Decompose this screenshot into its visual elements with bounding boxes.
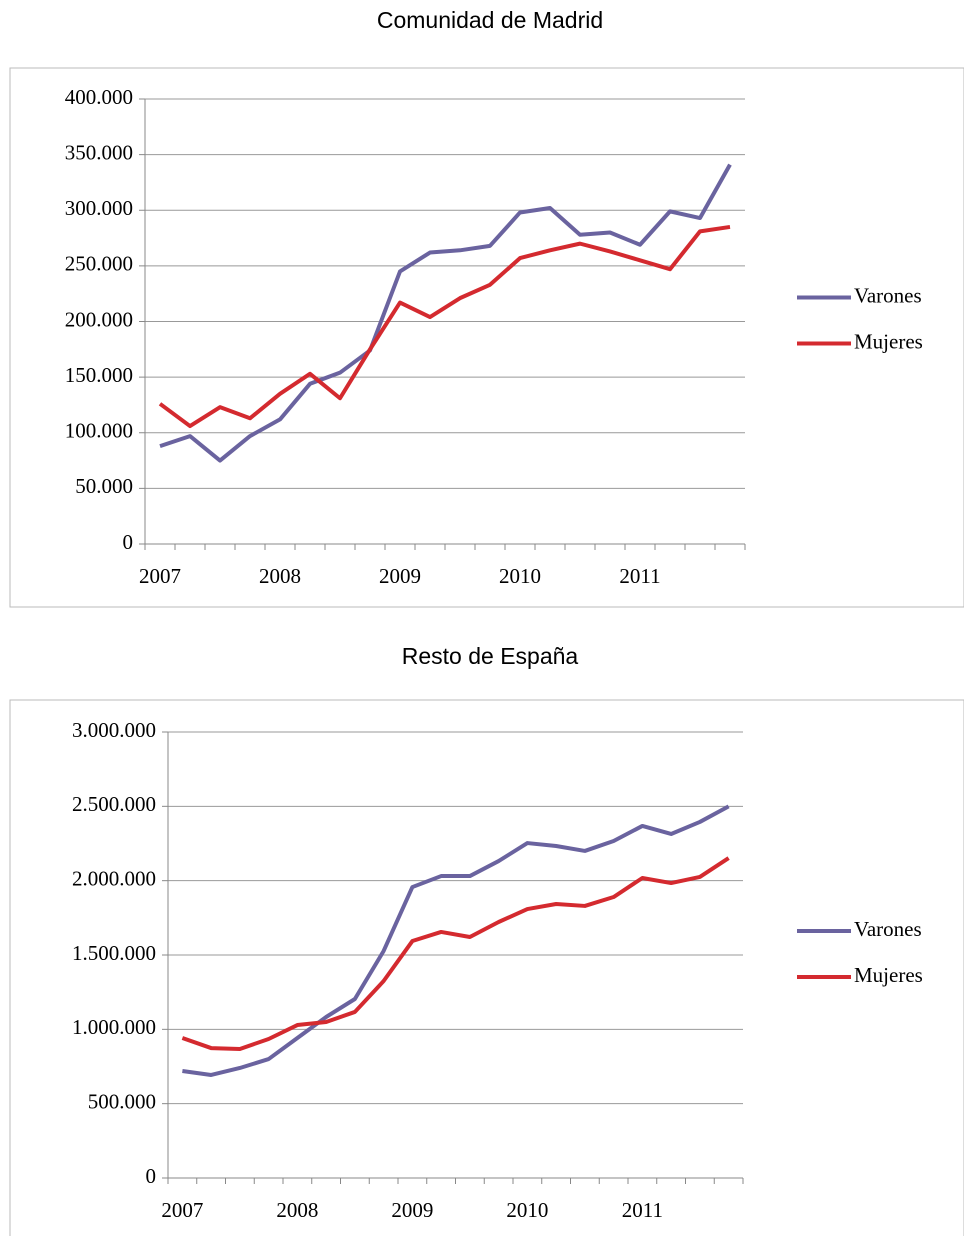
y-tick-label: 2.000.000 [72, 866, 156, 890]
x-tick-label: 2007 [161, 1198, 203, 1222]
x-tick-label: 2009 [391, 1198, 433, 1222]
y-tick-label: 250.000 [65, 252, 133, 276]
x-tick-label: 2010 [499, 564, 541, 588]
y-tick-label: 1.500.000 [72, 941, 156, 965]
y-tick-label: 100.000 [65, 419, 133, 443]
x-tick-label: 2009 [379, 564, 421, 588]
y-tick-label: 0 [123, 530, 134, 554]
legend-label: Mujeres [854, 329, 923, 353]
series-line [182, 804, 730, 1077]
y-tick-label: 200.000 [65, 307, 133, 331]
chart-title: Resto de España [402, 643, 579, 669]
y-tick-label: 350.000 [65, 140, 133, 164]
legend-label: Varones [854, 917, 922, 941]
y-tick-label: 1.000.000 [72, 1015, 156, 1039]
y-tick-label: 300.000 [65, 196, 133, 220]
chart-title: Comunidad de Madrid [377, 7, 603, 33]
series-line [181, 856, 730, 1051]
x-tick-label: 2011 [619, 564, 660, 588]
y-tick-label: 2.500.000 [72, 792, 156, 816]
y-tick-label: 0 [146, 1164, 157, 1188]
series-line [158, 224, 731, 429]
series-line [159, 163, 732, 463]
legend-label: Mujeres [854, 963, 923, 987]
chart-frame [9, 67, 964, 608]
y-tick-label: 150.000 [65, 363, 133, 387]
y-tick-label: 500.000 [88, 1089, 156, 1113]
x-tick-label: 2007 [139, 564, 181, 588]
x-tick-label: 2011 [622, 1198, 663, 1222]
legend-label: Varones [854, 283, 922, 307]
y-tick-label: 3.000.000 [72, 718, 156, 742]
y-tick-label: 50.000 [75, 474, 133, 498]
x-tick-label: 2008 [259, 564, 301, 588]
x-tick-label: 2008 [276, 1198, 318, 1222]
x-tick-label: 2010 [506, 1198, 548, 1222]
chart-frame [9, 699, 964, 1236]
y-tick-label: 400.000 [65, 85, 133, 109]
